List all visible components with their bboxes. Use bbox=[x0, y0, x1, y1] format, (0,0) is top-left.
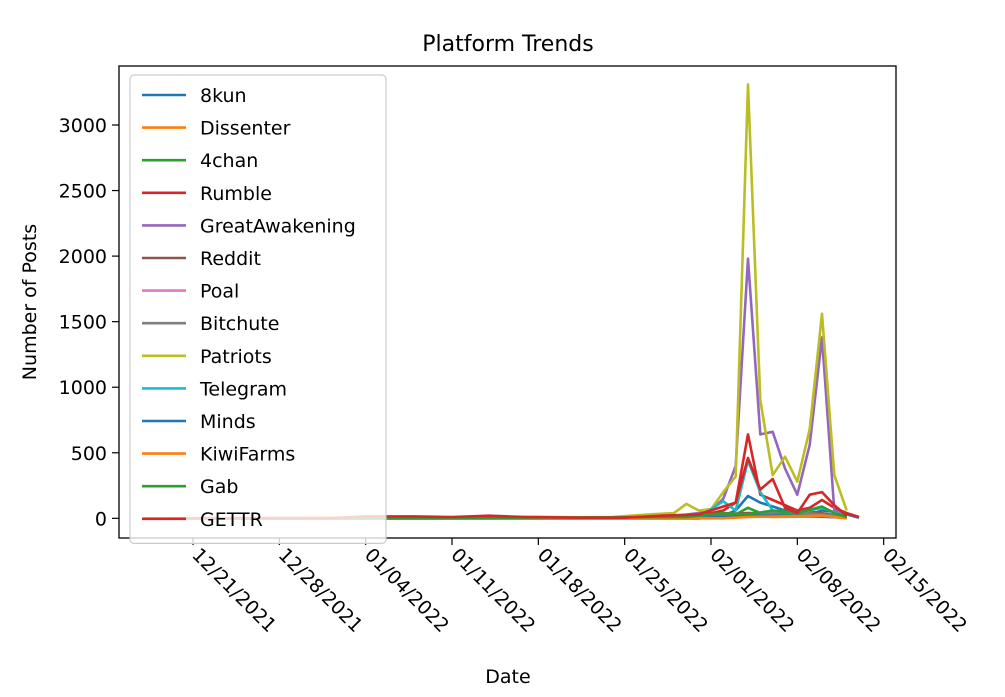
legend-label: Rumble bbox=[200, 183, 272, 205]
legend-label: Telegram bbox=[199, 378, 287, 400]
y-tick-label: 1000 bbox=[59, 377, 107, 399]
legend-box bbox=[129, 74, 387, 544]
legend-label: Dissenter bbox=[200, 118, 291, 140]
legend-label: 8kun bbox=[200, 85, 247, 107]
x-axis-label: Date bbox=[485, 666, 530, 688]
legend-label: Minds bbox=[200, 411, 256, 433]
y-tick-label: 2500 bbox=[59, 181, 107, 203]
y-axis-ticks: 0 500 1000 1500 2000 2500 3000 bbox=[59, 115, 119, 530]
legend-label: KiwiFarms bbox=[200, 444, 295, 466]
legend-label: Gab bbox=[200, 476, 238, 498]
y-tick-label: 2000 bbox=[59, 246, 107, 268]
legend-label: Patriots bbox=[200, 346, 272, 368]
y-axis-label: Number of Posts bbox=[19, 224, 41, 380]
series-line-patriots bbox=[143, 83, 848, 520]
legend-label: Bitchute bbox=[200, 313, 279, 335]
y-tick-label: 0 bbox=[95, 508, 107, 530]
legend-label: 4chan bbox=[200, 150, 258, 172]
y-tick-label: 1500 bbox=[59, 312, 107, 334]
plot-frame bbox=[118, 65, 897, 539]
legend-label: Reddit bbox=[200, 248, 261, 270]
y-tick-label: 3000 bbox=[59, 115, 107, 137]
legend: 8kun Dissenter 4chan Rumble GreatAwakening Re… bbox=[129, 74, 387, 544]
y-tick-label: 500 bbox=[71, 443, 107, 465]
series-line-gettr bbox=[143, 456, 848, 520]
legend-label: GETTR bbox=[200, 509, 263, 531]
chart-title: Platform Trends bbox=[422, 32, 593, 57]
legend-label: Poal bbox=[200, 281, 239, 303]
legend-label: GreatAwakening bbox=[200, 215, 356, 237]
